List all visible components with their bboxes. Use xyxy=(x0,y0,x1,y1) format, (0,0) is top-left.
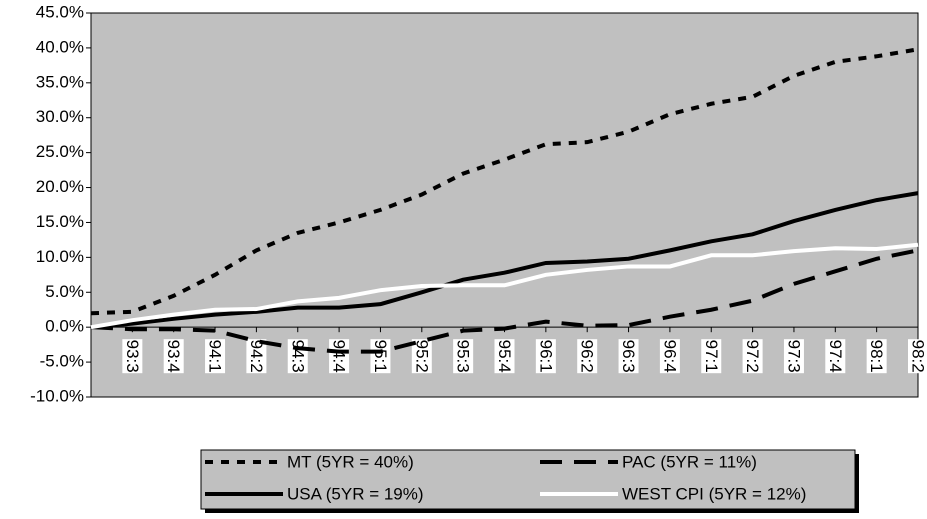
x-tick-group: 93:3 xyxy=(122,339,143,374)
x-tick-group: 94:1 xyxy=(205,339,226,374)
x-tick-label: 96:4 xyxy=(660,340,679,373)
series-line xyxy=(90,242,919,330)
x-tick-group: 97:2 xyxy=(742,339,763,374)
x-tick-box xyxy=(618,339,639,374)
x-tick-label: 98:2 xyxy=(909,340,927,373)
x-tick-label: 97:2 xyxy=(743,340,762,373)
x-tick-label: 95:4 xyxy=(495,340,514,373)
x-tick-box xyxy=(659,339,680,374)
x-tick-box xyxy=(453,339,474,374)
x-tick-box xyxy=(866,339,887,374)
y-tick-label: 40.0% xyxy=(36,37,84,56)
x-tick-label: 96:1 xyxy=(536,340,555,373)
x-tick-label: 94:2 xyxy=(247,340,266,373)
x-tick-box xyxy=(908,339,927,374)
x-tick-label: 95:2 xyxy=(412,340,431,373)
x-tick-group: 94:4 xyxy=(329,339,350,374)
y-tick-label: -10.0% xyxy=(30,386,84,405)
legend-label: USA (5YR = 19%) xyxy=(287,484,424,503)
x-tick-box xyxy=(742,339,763,374)
x-tick-label: 94:4 xyxy=(330,340,349,373)
x-tick-group: 95:2 xyxy=(411,339,432,374)
x-tick-group: 96:2 xyxy=(577,339,598,374)
x-tick-label: 96:2 xyxy=(578,340,597,373)
x-tick-label: 95:3 xyxy=(454,340,473,373)
y-tick-label: 15.0% xyxy=(36,212,84,231)
x-tick-box xyxy=(577,339,598,374)
series-line xyxy=(90,248,919,354)
x-tick-group: 96:4 xyxy=(659,339,680,374)
legend-label: PAC (5YR = 11%) xyxy=(622,452,757,471)
x-tick-box xyxy=(535,339,556,374)
x-tick-label: 93:4 xyxy=(164,340,183,373)
x-tick-box xyxy=(205,339,226,374)
x-tick-label: 93:3 xyxy=(123,340,142,373)
legend-label: WEST CPI (5YR = 12%) xyxy=(622,484,806,503)
x-tick-box xyxy=(163,339,184,374)
series-line xyxy=(90,191,919,330)
x-tick-group: 97:3 xyxy=(783,339,804,374)
x-tick-label: 97:3 xyxy=(784,340,803,373)
series-line xyxy=(90,47,919,316)
x-tick-label: 96:3 xyxy=(619,340,638,373)
x-tick-group: 98:1 xyxy=(866,339,887,374)
x-tick-group: 95:4 xyxy=(494,339,515,374)
x-tick-box xyxy=(329,339,350,374)
x-tick-group: 94:2 xyxy=(246,339,267,374)
x-tick-box xyxy=(825,339,846,374)
x-tick-group: 96:1 xyxy=(535,339,556,374)
x-tick-box xyxy=(370,339,391,374)
x-tick-box xyxy=(783,339,804,374)
y-tick-label: 35.0% xyxy=(36,72,84,91)
x-tick-box xyxy=(494,339,515,374)
y-tick-label: 10.0% xyxy=(36,247,84,266)
x-tick-label: 97:4 xyxy=(826,340,845,373)
x-tick-group: 97:1 xyxy=(701,339,722,374)
x-tick-group: 96:3 xyxy=(618,339,639,374)
x-tick-label: 98:1 xyxy=(867,340,886,373)
x-tick-label: 94:3 xyxy=(288,340,307,373)
x-tick-group: 95:1 xyxy=(370,339,391,374)
y-tick-label: 25.0% xyxy=(36,142,84,161)
y-tick-label: 0.0% xyxy=(45,317,84,336)
legend-box xyxy=(200,449,856,510)
y-tick-label: 45.0% xyxy=(36,2,84,21)
x-tick-box xyxy=(701,339,722,374)
x-tick-group: 97:4 xyxy=(825,339,846,374)
x-tick-box xyxy=(411,339,432,374)
y-tick-label: 5.0% xyxy=(45,282,84,301)
x-tick-label: 97:1 xyxy=(702,340,721,373)
y-tick-label: 30.0% xyxy=(36,107,84,126)
x-tick-group: 95:3 xyxy=(453,339,474,374)
y-tick-label: -5.0% xyxy=(40,352,84,371)
x-tick-box xyxy=(246,339,267,374)
x-tick-group: 98:2 xyxy=(908,339,927,374)
x-tick-box xyxy=(122,339,143,374)
x-tick-group: 93:4 xyxy=(163,339,184,374)
x-tick-group: 94:3 xyxy=(287,339,308,374)
y-tick-label: 20.0% xyxy=(36,177,84,196)
x-tick-label: 95:1 xyxy=(371,340,390,373)
x-tick-label: 94:1 xyxy=(206,340,225,373)
legend-label: MT (5YR = 40%) xyxy=(287,452,414,471)
